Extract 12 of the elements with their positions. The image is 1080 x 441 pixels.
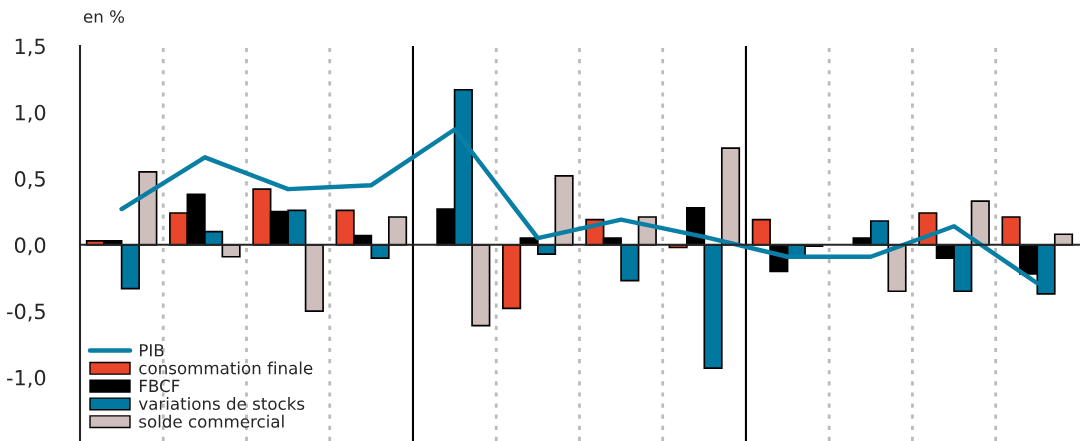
- legend-label: variations de stocks: [138, 397, 305, 410]
- y-tick-label: -1,0: [7, 369, 46, 388]
- y-tick-label: 1,0: [15, 104, 46, 123]
- legend-label: consommation finale: [139, 361, 313, 375]
- legend-label: FBCF: [139, 379, 180, 393]
- y-tick-label: 1,5: [15, 38, 45, 57]
- y-tick-label: 0,5: [14, 171, 45, 189]
- legend-label: PIB: [139, 344, 164, 357]
- y-axis-title: en %: [83, 10, 125, 23]
- y-tick-label: -0,5: [7, 303, 45, 322]
- legend-label: solde commercial: [139, 414, 284, 428]
- y-tick-label: 0,0: [14, 237, 46, 256]
